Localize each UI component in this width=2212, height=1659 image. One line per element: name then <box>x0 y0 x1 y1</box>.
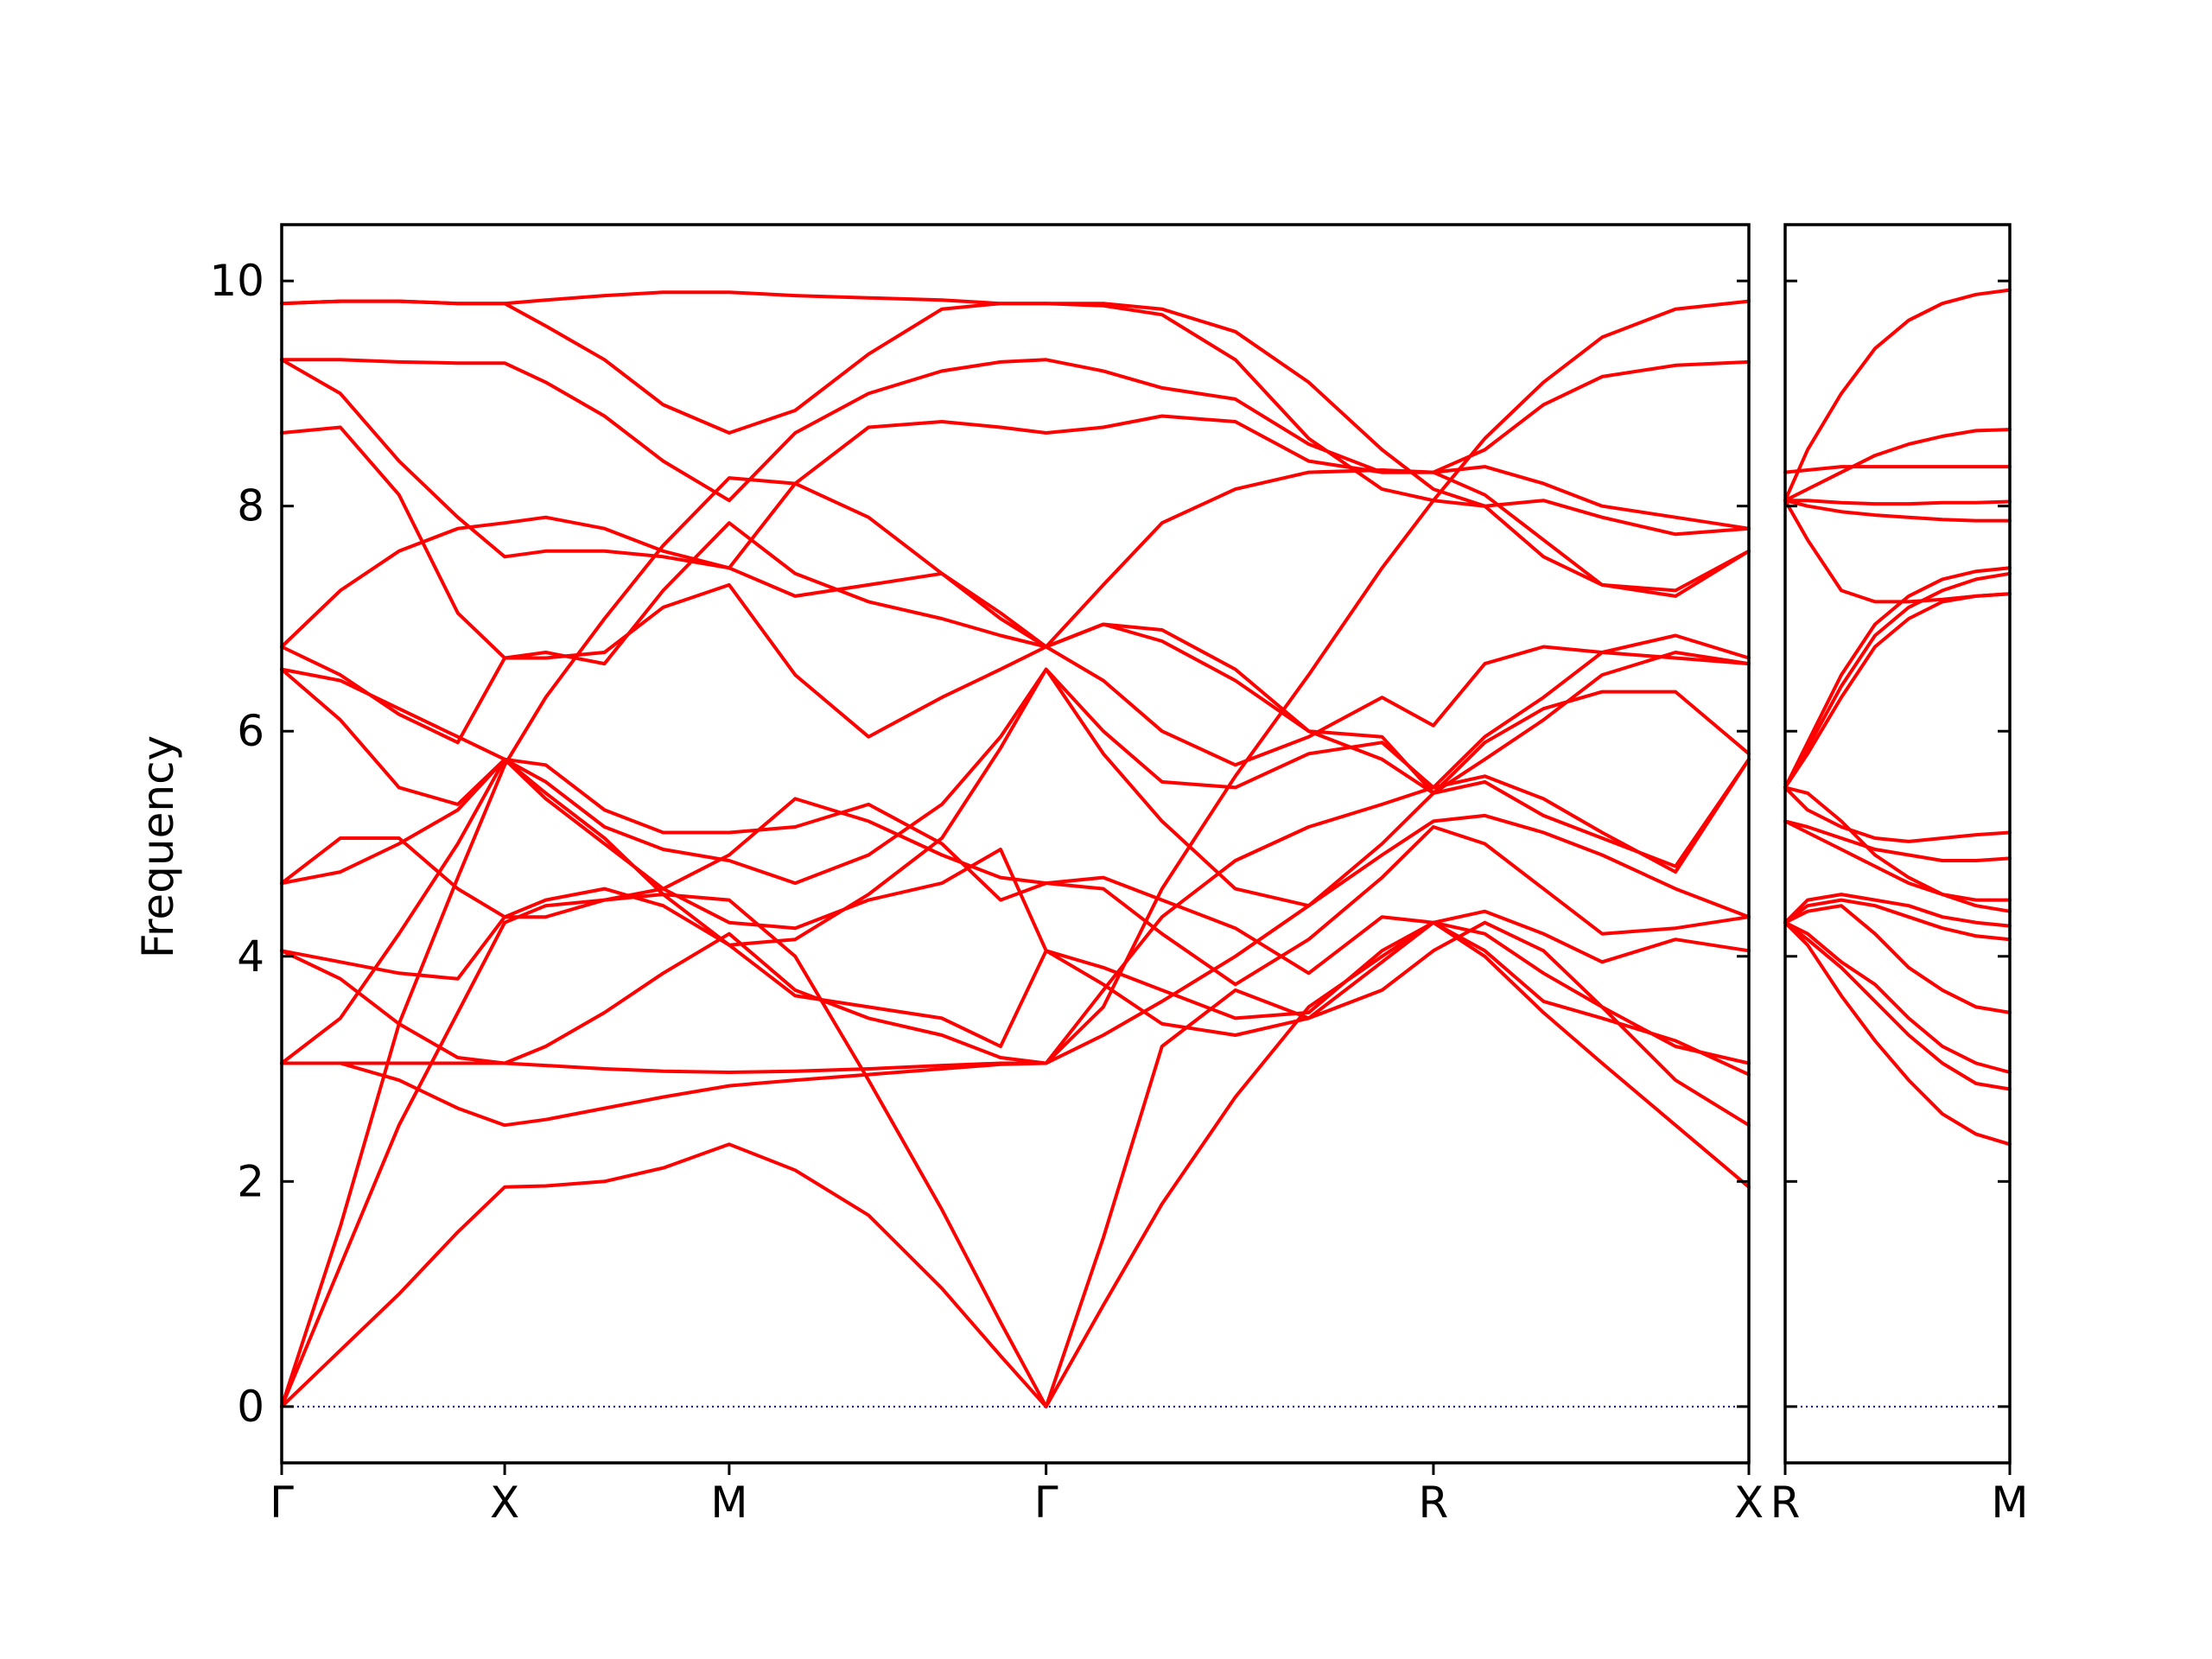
band-2 <box>280 893 1751 1408</box>
x-tick-label: R <box>1419 1478 1449 1528</box>
band-8 <box>280 633 1751 1065</box>
band-14 <box>280 515 1751 868</box>
x-tick-label: X <box>1734 1478 1764 1528</box>
band-5 <box>1783 898 2012 942</box>
band-6 <box>1783 893 2012 928</box>
band-17 <box>1783 465 2012 474</box>
band-2 <box>1783 920 2012 1091</box>
x-tick-label: X <box>490 1478 519 1528</box>
band-3 <box>1783 920 2012 1074</box>
band-14 <box>1783 499 2012 604</box>
band-1 <box>1783 920 2012 1147</box>
x-tick-label: Γ <box>270 1478 294 1528</box>
band-12 <box>1783 571 2012 790</box>
band-19 <box>280 299 1751 537</box>
band-16 <box>1783 499 2012 506</box>
band-5 <box>280 813 1751 1128</box>
y-tick-label: 6 <box>237 706 264 756</box>
x-tick-label: Γ <box>1034 1478 1058 1528</box>
band-11 <box>1783 566 2012 790</box>
x-tick-label: R <box>1770 1478 1801 1528</box>
y-tick-label: 4 <box>237 931 264 982</box>
band-12 <box>280 667 1751 1077</box>
y-tick-label: 0 <box>237 1382 264 1432</box>
band-9 <box>1783 785 2012 913</box>
band-19 <box>1783 288 2012 503</box>
band-1 <box>280 920 1751 1408</box>
band-18 <box>1783 428 2012 503</box>
band-4 <box>1783 904 2012 1014</box>
band-8 <box>1783 819 2012 862</box>
axes-frame <box>280 223 1751 1465</box>
band-7 <box>1783 819 2012 902</box>
band-10 <box>1783 785 2012 843</box>
x-tick-label: M <box>710 1478 747 1528</box>
band-3 <box>280 468 1751 1408</box>
band-10 <box>280 797 1751 987</box>
band-15 <box>280 425 1751 767</box>
band-17 <box>280 358 1751 503</box>
y-tick-label: 10 <box>209 256 264 306</box>
band-15 <box>1783 499 2012 523</box>
y-tick-label: 2 <box>237 1156 264 1206</box>
band-16 <box>280 358 1751 570</box>
axes-frame <box>1783 223 2012 1465</box>
main-panel: 0 2 4 6 8 10 Γ X M Γ R X <box>209 223 1764 1528</box>
x-tick-label: M <box>1991 1478 2028 1528</box>
y-tick-label: 8 <box>237 481 264 531</box>
y-axis-label: Frequency <box>133 735 183 958</box>
